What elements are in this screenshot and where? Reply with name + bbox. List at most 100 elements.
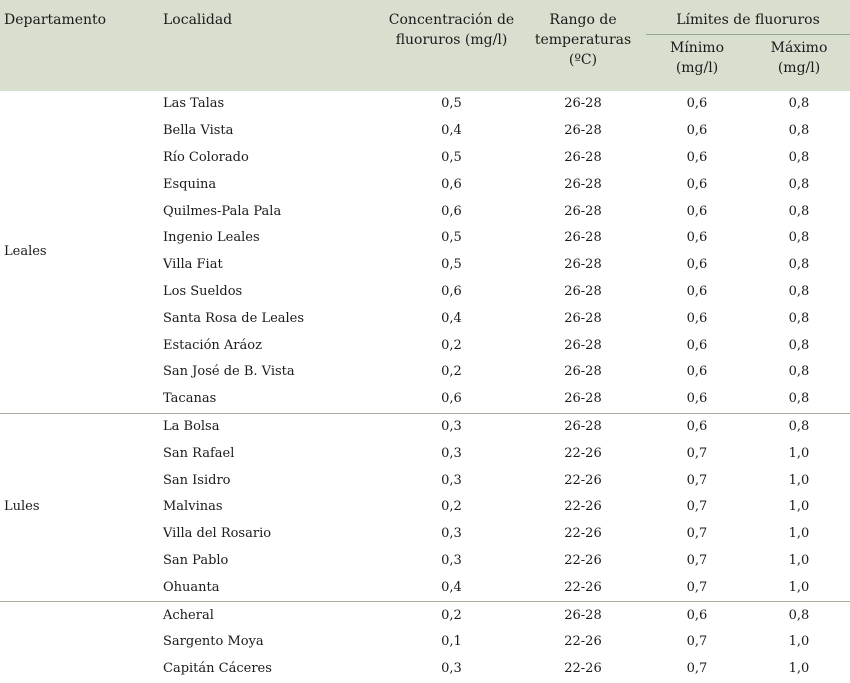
table-row: Esquina 0,6 26-28 0,6 0,8 [0,171,850,198]
cell-minimo: 0,6 [686,418,708,434]
cell-rango: 26-28 [564,607,602,623]
cell-minimo: 0,7 [686,445,708,461]
cell-minimo: 0,6 [686,230,708,246]
cell-localidad: Tacanas [163,385,383,414]
cell-localidad: San Isidro [163,472,231,488]
cell-maximo: 1,0 [788,472,810,488]
table-row: Ohuanta 0,4 22-26 0,7 1,0 [0,574,850,603]
cell-minimo: 0,6 [686,283,708,299]
table-row: San José de B. Vista 0,2 26-28 0,6 0,8 [0,359,850,386]
cell-maximo: 0,8 [788,149,810,165]
table-row: Tacanas 0,6 26-28 0,6 0,8 [0,385,850,414]
cell-rango: 26-28 [564,418,602,434]
cell-rango: 22-26 [564,472,602,488]
table-row: Los Sueldos 0,6 26-28 0,6 0,8 [0,279,850,306]
cell-concentracion: 0,5 [441,96,462,112]
header-minimo: Mínimo (mg/l) [646,34,748,91]
table-row: Capitán Cáceres 0,3 22-26 0,7 1,0 [0,656,850,683]
cell-maximo: 1,0 [788,552,810,568]
cell-rango: 22-26 [564,552,602,568]
cell-maximo: 0,8 [788,418,810,434]
table-row: Acheral 0,2 26-28 0,6 0,8 [0,602,850,629]
cell-minimo: 0,6 [686,149,708,165]
cell-maximo: 1,0 [788,661,810,677]
cell-rango: 26-28 [564,123,602,139]
cell-concentracion: 0,3 [441,552,462,568]
cell-minimo: 0,6 [686,257,708,273]
cell-rango: 26-28 [564,176,602,192]
cell-rango: 22-26 [564,499,602,515]
cell-concentracion: 0,2 [441,607,462,623]
cell-departamento: Lules [0,413,163,603]
cell-rango: 26-28 [564,203,602,219]
cell-localidad: Esquina [163,176,217,192]
cell-concentracion: 0,5 [441,257,462,273]
cell-concentracion: 0,2 [441,499,462,515]
cell-localidad: Río Colorado [163,149,249,165]
cell-maximo: 1,0 [788,499,810,515]
cell-concentracion: 0,1 [441,634,462,650]
cell-minimo: 0,7 [686,661,708,677]
cell-departamento [0,602,163,683]
cell-maximo: 1,0 [788,634,810,650]
cell-concentracion: 0,6 [441,203,462,219]
cell-concentracion: 0,2 [441,364,462,380]
cell-localidad: La Bolsa [163,418,220,434]
cell-concentracion: 0,3 [441,472,462,488]
cell-localidad: Santa Rosa de Leales [163,310,305,326]
cell-concentracion: 0,3 [441,661,462,677]
header-limites: Límites de fluoruros [646,0,850,35]
table-row: Malvinas 0,2 22-26 0,7 1,0 [0,494,850,521]
cell-localidad: Ohuanta [163,574,383,603]
cell-rango: 26-28 [564,96,602,112]
cell-minimo: 0,6 [686,310,708,326]
cell-concentracion: 0,6 [441,283,462,299]
cell-rango: 26-28 [564,337,602,353]
cell-minimo: 0,7 [686,634,708,650]
cell-localidad: Quilmes-Pala Pala [163,203,282,219]
cell-localidad: San José de B. Vista [163,364,295,380]
cell-localidad: San Rafael [163,445,235,461]
table-row: Villa del Rosario 0,3 22-26 0,7 1,0 [0,521,850,548]
cell-localidad: Villa del Rosario [163,526,272,542]
cell-maximo: 0,8 [748,385,850,414]
cell-concentracion: 0,5 [441,149,462,165]
cell-maximo: 0,8 [788,257,810,273]
cell-localidad: Ingenio Leales [163,230,260,246]
cell-rango: 22-26 [564,445,602,461]
cell-minimo: 0,6 [686,607,708,623]
cell-minimo: 0,6 [646,385,748,414]
table-row: Villa Fiat 0,5 26-28 0,6 0,8 [0,252,850,279]
cell-localidad: Estación Aráoz [163,337,262,353]
header-maximo: Máximo (mg/l) [748,34,850,91]
cell-concentracion: 0,6 [441,176,462,192]
cell-minimo: 0,6 [686,364,708,380]
cell-concentracion: 0,4 [441,123,462,139]
cell-rango: 22-26 [564,661,602,677]
cell-maximo: 0,8 [788,337,810,353]
cell-maximo: 1,0 [748,574,850,603]
table-row: Río Colorado 0,5 26-28 0,6 0,8 [0,145,850,172]
table-header: Departamento Localidad Concentración de … [0,0,850,91]
cell-maximo: 0,8 [788,123,810,139]
cell-concentracion: 0,3 [441,418,462,434]
table-row: Quilmes-Pala Pala 0,6 26-28 0,6 0,8 [0,198,850,225]
cell-maximo: 0,8 [788,96,810,112]
cell-minimo: 0,6 [686,337,708,353]
cell-maximo: 1,0 [788,445,810,461]
cell-localidad: San Pablo [163,552,229,568]
cell-concentracion: 0,4 [383,574,520,603]
table-row: San Isidro 0,3 22-26 0,7 1,0 [0,467,850,494]
cell-minimo: 0,7 [686,499,708,515]
cell-maximo: 0,8 [788,176,810,192]
cell-maximo: 0,8 [788,364,810,380]
header-localidad: Localidad [163,0,383,91]
cell-maximo: 0,8 [788,230,810,246]
cell-rango: 22-26 [564,634,602,650]
cell-rango: 26-28 [564,257,602,273]
cell-minimo: 0,7 [686,472,708,488]
table-row: Santa Rosa de Leales 0,4 26-28 0,6 0,8 [0,305,850,332]
cell-rango: 26-28 [564,149,602,165]
table-row: San Rafael 0,3 22-26 0,7 1,0 [0,440,850,467]
